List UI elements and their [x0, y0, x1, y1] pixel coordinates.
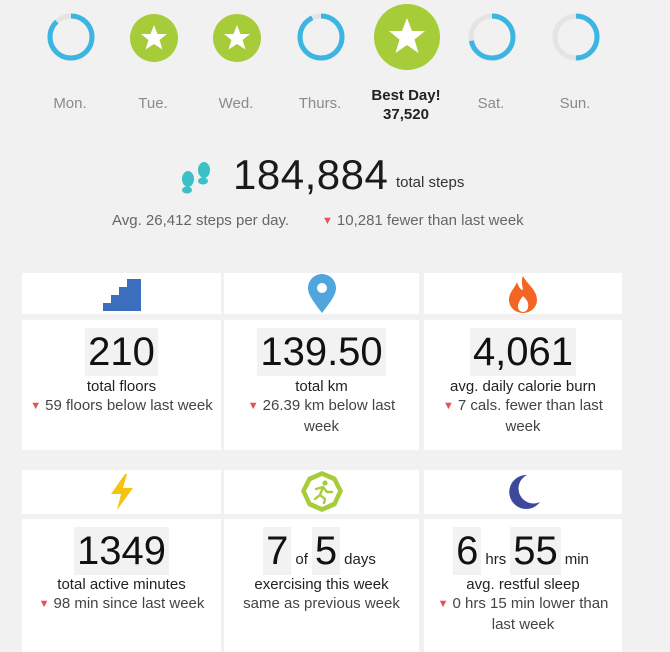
total-steps-value: 184,884: [233, 151, 389, 198]
star-badge-icon: [213, 14, 261, 62]
progress-ring-icon: [468, 13, 516, 61]
down-arrow-icon: ▼: [443, 400, 454, 412]
lightning-icon: [110, 474, 133, 510]
exercise-change: same as previous week: [243, 595, 400, 612]
week-overview: Mon. Tue. Wed. Thurs. Best Day! 37,520: [0, 0, 670, 130]
sleep-change: ▼ 0 hrs 15 min lower than last week: [432, 594, 614, 635]
down-arrow-icon: ▼: [437, 598, 449, 610]
exercise-of-text: of: [295, 551, 308, 568]
down-arrow-icon: ▼: [247, 400, 259, 412]
floors-change-text: 59 floors below last week: [45, 397, 213, 414]
active-minutes-change-text: 98 min since last week: [53, 595, 205, 612]
floors-icon-header: [22, 273, 221, 314]
sleep-minutes-value: 55: [510, 527, 561, 575]
active-minutes-value: 1349: [74, 527, 169, 575]
floors-value: 210: [85, 328, 158, 376]
total-steps-label: total steps: [396, 174, 465, 191]
sleep-hours-unit: hrs: [485, 551, 507, 568]
day-label: Sun.: [559, 95, 591, 112]
best-day-title: Best Day!: [371, 87, 441, 104]
flame-icon: [509, 276, 537, 313]
best-day-steps: 37,520: [383, 106, 429, 123]
steps-summary: 184,884 total steps: [0, 150, 670, 200]
active-minutes-label: total active minutes: [57, 576, 186, 593]
day-label: Mon.: [53, 95, 87, 112]
calories-value: 4,061: [469, 328, 577, 376]
active-minutes-change: ▼ 98 min since last week: [30, 594, 213, 615]
calories-change-text: 7 cals. fewer than last week: [457, 397, 603, 435]
day-label: Tue.: [138, 95, 168, 112]
calories-label: avg. daily calorie burn: [450, 378, 596, 395]
km-label: total km: [295, 378, 348, 395]
progress-ring-icon: [552, 13, 600, 61]
km-change-text: 26.39 km below last week: [262, 397, 396, 435]
best-day-star-icon: [374, 4, 440, 70]
stairs-icon: [102, 279, 141, 311]
stat-tile-sleep[interactable]: 6 hrs 55 min avg. restful sleep ▼ 0 hrs 15 m…: [424, 519, 622, 652]
star-badge-icon: [130, 14, 178, 62]
moon-icon: [509, 474, 540, 509]
stat-tile-exercise[interactable]: 7 of 5 days exercising this week same as pr…: [224, 519, 419, 652]
exercise-runner-icon: [300, 471, 343, 512]
km-icon-header: [224, 273, 419, 314]
steps-average: Avg. 26,412 steps per day.: [112, 212, 290, 229]
down-arrow-icon: ▼: [38, 598, 50, 610]
day-label: Wed.: [218, 95, 254, 112]
km-change: ▼ 26.39 km below last week: [232, 396, 411, 437]
day-label: Sat.: [477, 95, 505, 112]
sleep-change-text: 0 hrs 15 min lower than last week: [452, 595, 609, 633]
stat-tile-calories[interactable]: 4,061 avg. daily calorie burn ▼ 7 cals. f…: [424, 320, 622, 450]
sleep-icon-header: [424, 470, 622, 514]
steps-delta: ▼ 10,281 fewer than last week: [322, 212, 524, 229]
progress-ring-icon: [47, 13, 95, 61]
sleep-hours-value: 6: [453, 527, 482, 575]
steps-delta-text: 10,281 fewer than last week: [336, 212, 524, 229]
calories-icon-header: [424, 273, 622, 314]
stat-tile-active-minutes[interactable]: 1349 total active minutes ▼ 98 min since …: [22, 519, 221, 652]
footprints-icon: [182, 162, 210, 194]
exercise-days-unit: days: [344, 551, 376, 568]
location-pin-icon: [307, 274, 336, 313]
down-arrow-icon: ▼: [322, 215, 333, 227]
day-label: Thurs.: [298, 95, 342, 112]
down-arrow-icon: ▼: [30, 400, 42, 412]
exercise-days-goal: 5: [311, 527, 341, 575]
sleep-label: avg. restful sleep: [466, 576, 580, 593]
km-value: 139.50: [257, 328, 386, 376]
exercise-days-value: 7: [263, 527, 292, 575]
best-day-label: Best Day! 37,520: [358, 86, 454, 124]
calories-change: ▼ 7 cals. fewer than last week: [432, 396, 614, 437]
sleep-minutes-unit: min: [564, 551, 589, 568]
exercise-icon-header: [224, 470, 419, 514]
stat-tile-km[interactable]: 139.50 total km ▼ 26.39 km below last wee…: [224, 320, 419, 450]
floors-label: total floors: [86, 378, 157, 395]
stat-tile-floors[interactable]: 210 total floors ▼ 59 floors below last w…: [22, 320, 221, 450]
active-icon-header: [22, 470, 221, 514]
exercise-label: exercising this week: [254, 576, 389, 593]
floors-change: ▼ 59 floors below last week: [30, 396, 213, 417]
progress-ring-icon: [297, 13, 345, 61]
